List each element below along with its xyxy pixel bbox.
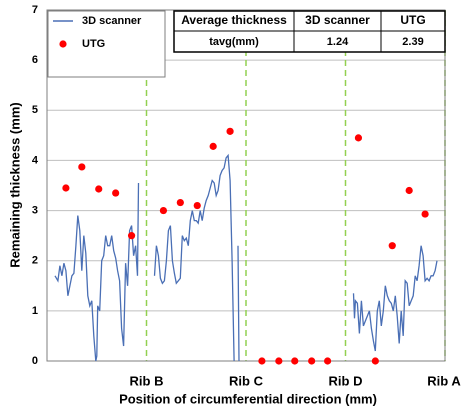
data-point <box>354 134 363 142</box>
y-tick-label: 2 <box>32 255 38 267</box>
legend-box <box>47 10 166 78</box>
data-point <box>95 185 103 193</box>
data-line <box>54 153 438 362</box>
data-point <box>127 232 136 240</box>
data-point <box>226 127 234 135</box>
data-point <box>371 357 379 365</box>
table-header: UTG <box>400 13 425 27</box>
data-point <box>421 210 429 218</box>
x-tick-label: Rib B <box>130 373 164 388</box>
data-point <box>388 242 396 250</box>
data-point <box>62 184 70 192</box>
data-point <box>291 357 299 365</box>
data-point <box>323 357 332 365</box>
data-point <box>258 357 266 365</box>
data-point <box>308 357 316 365</box>
legend-label: UTG <box>82 38 105 50</box>
data-point <box>78 163 86 171</box>
data-point <box>209 142 217 150</box>
x-tick-label: Rib C <box>229 373 264 388</box>
y-tick-label: 0 <box>32 355 38 367</box>
y-tick-label: 5 <box>32 104 38 116</box>
y-tick-label: 4 <box>32 154 39 166</box>
y-tick-label: 7 <box>32 4 38 16</box>
table-header: 3D scanner <box>305 13 370 27</box>
y-axis-title: Remaining thickness (mm) <box>7 102 22 267</box>
y-tick-label: 6 <box>32 54 38 66</box>
x-axis-title: Position of circumferential direction (m… <box>119 391 377 406</box>
data-point <box>176 198 184 207</box>
table-cell: 2.39 <box>402 36 423 48</box>
data-point <box>275 357 283 365</box>
plot-border <box>46 9 446 362</box>
table-header: Average thickness <box>181 13 287 27</box>
data-point <box>112 189 120 197</box>
data-point <box>159 206 168 215</box>
x-tick-label: Rib D <box>329 373 363 388</box>
y-tick-label: 3 <box>32 204 38 216</box>
table-cell: tavg(mm) <box>209 36 259 48</box>
y-tick-label: 1 <box>32 305 38 317</box>
table-cell: 1.24 <box>327 36 349 48</box>
x-tick-label: Rib A <box>427 373 461 388</box>
data-point <box>405 186 413 195</box>
legend-label: 3D scanner <box>82 15 142 27</box>
legend-marker <box>59 40 67 48</box>
data-point <box>193 201 201 210</box>
